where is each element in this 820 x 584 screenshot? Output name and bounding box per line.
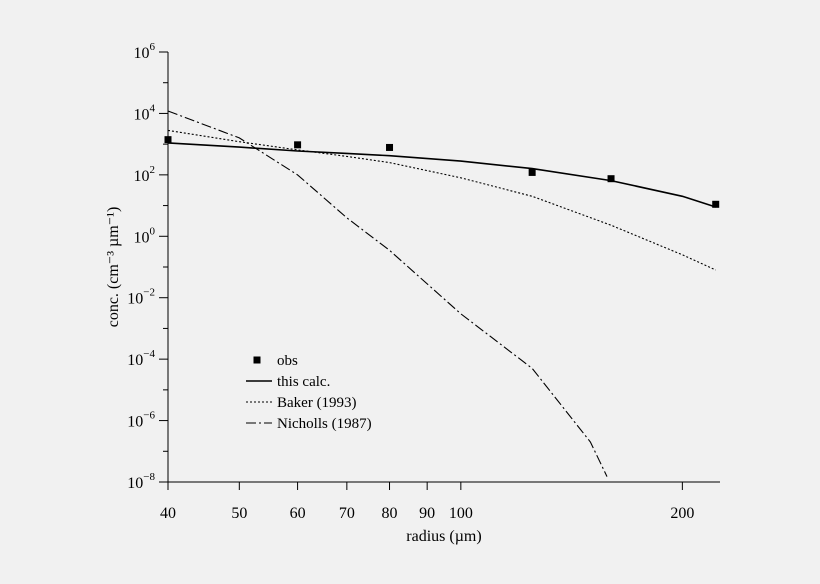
series-nicholls-1987-line	[167, 110, 608, 477]
y-tick-label: 100	[134, 225, 156, 246]
x-tick-label-70: 70	[339, 505, 355, 522]
legend-nicholls-1987-label: Nicholls (1987)	[277, 416, 372, 432]
y-tick-label: 102	[134, 164, 156, 185]
obs-marker	[528, 168, 536, 176]
x-tick-label-60: 60	[290, 505, 306, 522]
x-axis-label: radius (µm)	[406, 528, 481, 545]
legend-obs-label: obs	[277, 353, 298, 369]
x-tick-label-50: 50	[231, 505, 247, 522]
y-tick-label: 10−8	[127, 471, 155, 492]
legend-this-calc-label: this calc.	[277, 374, 330, 390]
series-layer	[164, 110, 720, 477]
x-tick-label-90: 90	[419, 505, 435, 522]
obs-marker	[164, 136, 172, 144]
y-axis-label: conc. (cm⁻³ µm⁻¹)	[105, 207, 122, 328]
x-tick-label-80: 80	[382, 505, 398, 522]
legend-obs-swatch	[253, 356, 261, 364]
obs-marker	[607, 175, 615, 183]
y-tick-label: 10−2	[127, 287, 155, 308]
x-tick-label-200: 200	[670, 505, 694, 522]
axes: 40 50 60 70 80 90 100 200 10−8 10−6 10−4 10−2 100 102…	[105, 41, 720, 545]
y-tick-label: 106	[134, 41, 156, 62]
legend: obs this calc. Baker (1993) Nicholls (1987)	[246, 353, 372, 432]
obs-marker	[294, 141, 302, 149]
y-tick-label: 10−6	[127, 410, 155, 431]
obs-marker	[386, 143, 394, 151]
x-tick-label-40: 40	[160, 505, 176, 522]
y-tick-label: 10−4	[127, 348, 155, 369]
series-this-calc-line	[167, 142, 716, 208]
legend-baker-1993-label: Baker (1993)	[277, 395, 357, 411]
x-tick-label-100: 100	[449, 505, 473, 522]
series-baker-1993-line	[167, 129, 716, 271]
y-tick-label: 104	[134, 102, 156, 123]
obs-marker	[712, 200, 720, 208]
